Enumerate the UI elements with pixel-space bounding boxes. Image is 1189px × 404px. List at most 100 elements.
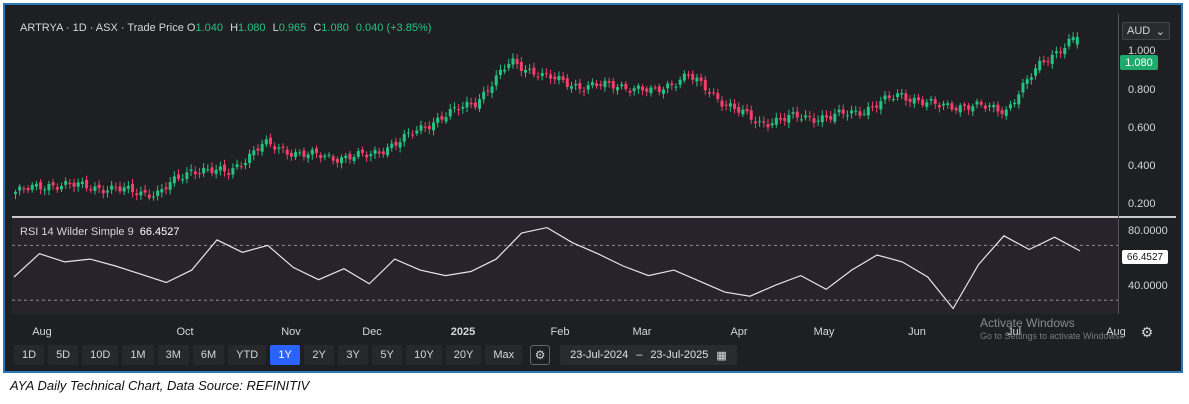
range-button-3y[interactable]: 3Y	[338, 345, 369, 365]
candle-body	[950, 103, 954, 110]
candle-body	[549, 74, 553, 79]
candle-body	[1042, 60, 1046, 63]
rsi-chart[interactable]	[12, 218, 1118, 314]
range-button-max[interactable]: Max	[485, 345, 523, 365]
candle-body	[749, 110, 753, 120]
candle-body	[574, 83, 578, 86]
candle-body	[402, 133, 406, 142]
candle-body	[319, 154, 323, 159]
candle-body	[879, 101, 883, 110]
gear-icon[interactable]: ⚙	[1140, 324, 1154, 340]
candle-body	[411, 134, 415, 136]
rsi-header: RSI 14 Wilder Simple 9 66.4527	[20, 226, 179, 238]
range-button-6m[interactable]: 6M	[192, 345, 225, 365]
date-range-picker[interactable]: 23-Jul-2024 – 23-Jul-2025 ▦	[560, 345, 737, 365]
price-chart[interactable]	[12, 14, 1118, 215]
candle-body	[937, 105, 941, 108]
candle-body	[553, 76, 557, 80]
change-value: 0.040 (+3.85%)	[355, 22, 432, 34]
candle-body	[1067, 38, 1071, 47]
candle-body	[745, 109, 749, 112]
candle-body	[544, 72, 548, 74]
range-button-1d[interactable]: 1D	[14, 345, 45, 365]
candle-body	[904, 93, 908, 101]
price-axis[interactable]	[1118, 14, 1177, 314]
candle-body	[712, 92, 716, 94]
candle-body	[306, 154, 310, 159]
candle-body	[841, 109, 845, 114]
candle-body	[791, 112, 795, 114]
candle-body	[992, 104, 996, 108]
range-button-20y[interactable]: 20Y	[445, 345, 482, 365]
candle-body	[912, 97, 916, 104]
candle-body	[110, 185, 114, 190]
candle-body	[653, 87, 657, 89]
time-axis-tick: Dec	[362, 326, 382, 338]
candle-body	[177, 174, 181, 179]
currency-selector[interactable]: AUD ⌄	[1122, 22, 1170, 40]
candle-body	[419, 125, 423, 131]
candle-body	[724, 104, 728, 106]
candle-body	[929, 98, 933, 101]
candle-body	[695, 77, 699, 82]
watermark-subtitle: Go to Settings to activate Windows.	[980, 331, 1123, 341]
price-header: ARTRYA · 1D · ASX · Trade Price O1.040 H…	[20, 22, 435, 34]
chevron-down-icon: ⌄	[1155, 25, 1165, 38]
range-button-5d[interactable]: 5D	[48, 345, 79, 365]
candle-body	[340, 157, 344, 164]
range-button-10d[interactable]: 10D	[82, 345, 119, 365]
range-button-1y[interactable]: 1Y	[270, 345, 301, 365]
candle-body	[1021, 82, 1025, 93]
candle-body	[720, 100, 724, 107]
range-button-5y[interactable]: 5Y	[372, 345, 403, 365]
candle-body	[172, 176, 176, 184]
candle-body	[373, 149, 377, 154]
candle-body	[678, 79, 682, 85]
candle-body	[427, 125, 431, 130]
candle-body	[323, 155, 327, 158]
range-button-2y[interactable]: 2Y	[304, 345, 335, 365]
price-axis-tick: 1.000	[1128, 45, 1156, 58]
candle-body	[47, 184, 51, 191]
rsi-line	[13, 226, 1081, 310]
candle-body	[540, 73, 544, 77]
time-axis-tick: Aug	[32, 326, 52, 338]
candle-body	[260, 143, 264, 152]
rsi-axis-tick: 80.0000	[1128, 224, 1168, 237]
candle-body	[314, 148, 318, 154]
range-button-1m[interactable]: 1M	[122, 345, 154, 365]
candle-body	[603, 80, 607, 88]
candle-body	[824, 115, 828, 118]
candle-body	[331, 156, 335, 161]
range-toolbar: 1D 5D 10D 1M 3M 6M YTD 1Y 2Y 3Y 5Y 10Y 20Y Max ⚙ 23-J…	[14, 345, 737, 365]
candle-body	[114, 187, 118, 189]
candle-body	[118, 186, 122, 192]
candle-body	[733, 103, 737, 109]
candle-body	[779, 117, 783, 120]
range-button-3m[interactable]: 3M	[157, 345, 189, 365]
candle-body	[699, 77, 703, 81]
candle-body	[925, 102, 929, 107]
candle-body	[452, 107, 456, 109]
candle-body	[883, 95, 887, 100]
time-axis[interactable]: Aug Oct Nov Dec 2025 Feb Mar Apr May Jun Jul Aug	[12, 318, 1126, 342]
date-from: 23-Jul-2024	[570, 349, 629, 361]
candle-body	[666, 83, 670, 89]
range-button-10y[interactable]: 10Y	[406, 345, 442, 365]
candle-body	[64, 181, 68, 185]
range-button-ytd[interactable]: YTD	[228, 345, 267, 365]
gear-icon[interactable]: ⚙	[530, 345, 551, 365]
calendar-icon: ▦	[716, 349, 727, 362]
candle-body	[135, 193, 139, 196]
candle-body	[891, 99, 895, 101]
time-axis-tick: Oct	[176, 326, 194, 338]
candle-body	[833, 113, 837, 122]
candle-body	[252, 150, 256, 156]
candle-body	[954, 108, 958, 111]
low-label: L	[272, 22, 279, 34]
pane-separator[interactable]	[12, 216, 1176, 218]
candle-body	[461, 106, 465, 109]
candle-body	[607, 81, 611, 83]
candle-body	[578, 82, 582, 89]
candle-body	[896, 93, 900, 98]
